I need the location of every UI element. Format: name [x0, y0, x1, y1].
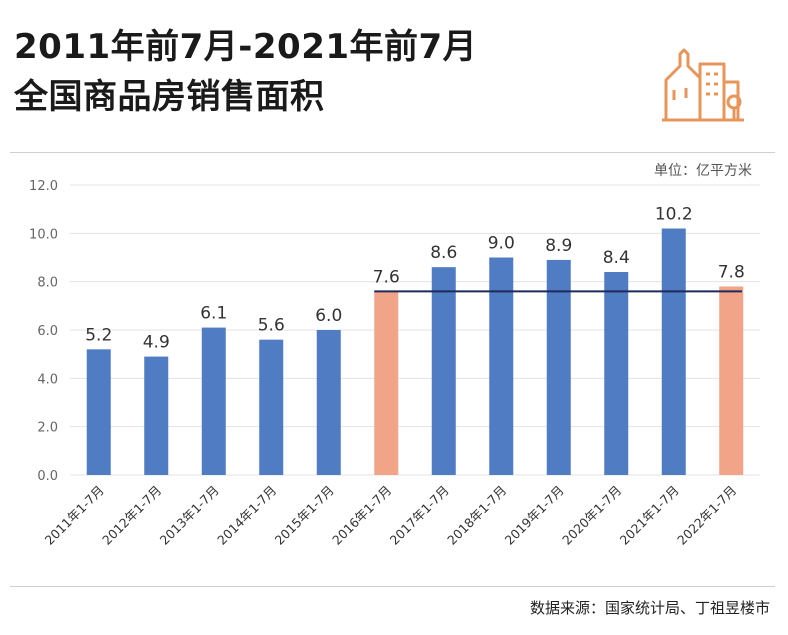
bottom-divider [10, 586, 775, 587]
data-label: 8.9 [545, 236, 572, 256]
bar [201, 327, 226, 475]
x-tick-label: 2013年1-7月 [157, 483, 222, 548]
bar [431, 267, 456, 475]
y-tick-label: 4.0 [37, 372, 58, 387]
x-tick-label: 2021年1-7月 [617, 483, 682, 548]
y-tick-label: 12.0 [29, 179, 58, 194]
bar [86, 349, 111, 475]
title-line-1: 2011年前7月-2021年前7月 [14, 27, 478, 67]
top-divider [10, 152, 775, 153]
source-label: 数据来源：国家统计局、丁祖昱楼市 [529, 599, 770, 617]
x-tick-label: 2011年1-7月 [42, 483, 107, 548]
data-label: 10.2 [655, 205, 693, 225]
x-tick-label: 2012年1-7月 [99, 483, 164, 548]
data-label: 5.6 [258, 316, 285, 336]
buildings-icon [662, 48, 744, 122]
bar [316, 330, 341, 475]
data-label: 9.0 [488, 234, 515, 254]
y-tick-label: 6.0 [37, 324, 58, 339]
x-tick-label: 2016年1-7月 [329, 483, 394, 548]
bar [661, 228, 686, 475]
data-label: 8.6 [430, 243, 457, 263]
x-tick-label: 2015年1-7月 [272, 483, 337, 548]
data-label: 7.8 [718, 263, 745, 283]
x-tick-label: 2018年1-7月 [444, 483, 509, 548]
x-tick-label: 2019年1-7月 [502, 483, 567, 548]
x-tick-label: 2014年1-7月 [214, 483, 279, 548]
page-title: 2011年前7月-2021年前7月 全国商品房销售面积 [14, 22, 477, 122]
title-line-2: 全国商品房销售面积 [14, 77, 325, 117]
y-tick-label: 0.0 [37, 469, 58, 484]
y-tick-label: 10.0 [29, 227, 58, 242]
data-label: 8.4 [603, 248, 630, 268]
y-tick-label: 2.0 [37, 421, 58, 436]
data-label: 5.2 [85, 325, 112, 345]
bar [604, 272, 629, 475]
unit-label: 单位：亿平方米 [654, 163, 752, 179]
bar [489, 257, 514, 475]
bar [719, 286, 744, 475]
x-tick-label: 2020年1-7月 [559, 483, 624, 548]
bar [144, 356, 169, 475]
bar [546, 259, 571, 475]
x-tick-label: 2017年1-7月 [387, 483, 452, 548]
data-label: 7.6 [373, 267, 400, 287]
data-label: 4.9 [143, 333, 170, 353]
bar [259, 339, 284, 475]
bar [374, 291, 399, 475]
y-tick-label: 8.0 [37, 276, 58, 291]
bar-chart: 0.0 2.0 4.0 6.0 8.0 10.0 12.0 5.2 2011年1-7月 4.9 20… [29, 179, 760, 548]
data-label: 6.0 [315, 306, 342, 326]
data-label: 6.1 [200, 304, 227, 324]
x-tick-label: 2022年1-7月 [674, 483, 739, 548]
